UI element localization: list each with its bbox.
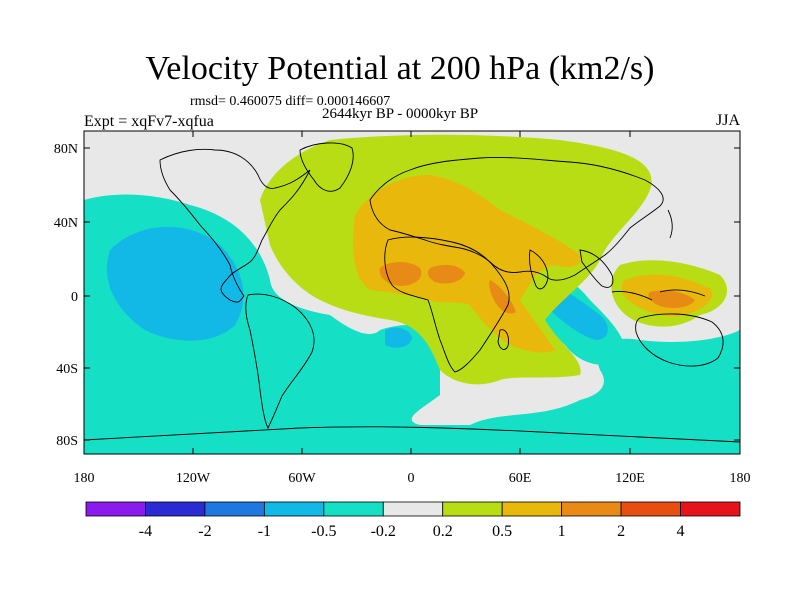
horn-africa-positive-core <box>489 280 516 314</box>
east-africa-positive-core <box>427 264 465 284</box>
colorbar-label: 1 <box>558 523 566 540</box>
colorbar-swatch <box>501 501 563 517</box>
axis-layer: 80N 40N 0 40S 80S 180 120W 60W 0 60E 120E 180 <box>54 131 751 486</box>
central-pacific-negative-core <box>106 226 244 341</box>
pacific-negative-region <box>84 194 740 454</box>
coastlines <box>84 142 740 443</box>
south-america-coast <box>245 293 315 430</box>
colorbar-label: -2 <box>198 523 211 540</box>
colorbar-swatch <box>323 501 384 517</box>
indonesia-coast <box>611 289 706 301</box>
colorbar: -4 -2 -1 -0.5 -0.2 0.2 0.5 1 2 4 <box>85 501 741 540</box>
stats-text: rmsd= 0.460075 diff= 0.000146607 <box>190 94 391 109</box>
africa-positive-mid-region <box>353 175 581 353</box>
colorbar-label: 2 <box>617 523 625 540</box>
colorbar-label: -1 <box>258 523 271 540</box>
madagascar-coast <box>497 329 509 350</box>
africa-coast <box>384 236 510 373</box>
colorbar-label: 0.5 <box>492 523 512 540</box>
colorbar-label: 0.2 <box>433 523 453 540</box>
colorbar-swatch <box>442 501 503 517</box>
lon-tick-label: 60W <box>288 471 316 486</box>
colorbar-swatch <box>145 501 206 517</box>
map-field <box>84 131 740 454</box>
colorbar-label: -0.5 <box>311 523 336 540</box>
west-africa-positive-core <box>379 262 422 286</box>
india-coast <box>529 249 549 290</box>
colorbar-label: -4 <box>139 523 152 540</box>
southeast-asia-coast <box>579 249 614 288</box>
colorbar-swatch <box>620 501 681 517</box>
colorbar-swatch <box>680 501 741 517</box>
europe-asia-coast <box>369 157 664 281</box>
map-frame <box>83 130 741 455</box>
colorbar-swatch <box>382 501 444 517</box>
colorbar-swatch <box>85 501 146 517</box>
new-guinea-positive-core <box>648 290 695 308</box>
south-atlantic-negative-core <box>385 327 412 348</box>
lon-tick-label: 120W <box>176 471 211 486</box>
lon-tick-label: 180 <box>74 471 95 486</box>
experiment-label: Expt = xqFv7-xqfua <box>84 113 214 130</box>
greenland-coast <box>299 142 354 192</box>
australia-coast <box>635 313 724 367</box>
colorbar-swatch <box>204 501 265 517</box>
antarctica-coast <box>84 426 740 443</box>
lat-tick-label: 80N <box>54 142 78 157</box>
japan-coast <box>667 209 673 239</box>
colorbar-label: -0.2 <box>371 523 396 540</box>
lat-tick-label: 0 <box>71 290 78 305</box>
period-label: 2644kyr BP - 0000kyr BP <box>322 106 479 122</box>
colorbar-label: 4 <box>677 523 685 540</box>
colorbar-swatch <box>263 501 325 517</box>
colorbar-swatch <box>561 501 622 517</box>
lat-tick-label: 40N <box>54 216 78 231</box>
lat-tick-label: 40S <box>56 362 78 377</box>
season-label: JJA <box>715 112 740 129</box>
lon-tick-label: 180 <box>730 471 751 486</box>
lon-tick-label: 0 <box>408 471 415 486</box>
map-title: Velocity Potential at 200 hPa (km2/s) <box>145 50 655 87</box>
lon-tick-label: 60E <box>509 471 532 486</box>
lon-tick-label: 120E <box>615 471 645 486</box>
north-america-coast <box>159 148 311 303</box>
lat-tick-label: 80S <box>56 434 78 449</box>
